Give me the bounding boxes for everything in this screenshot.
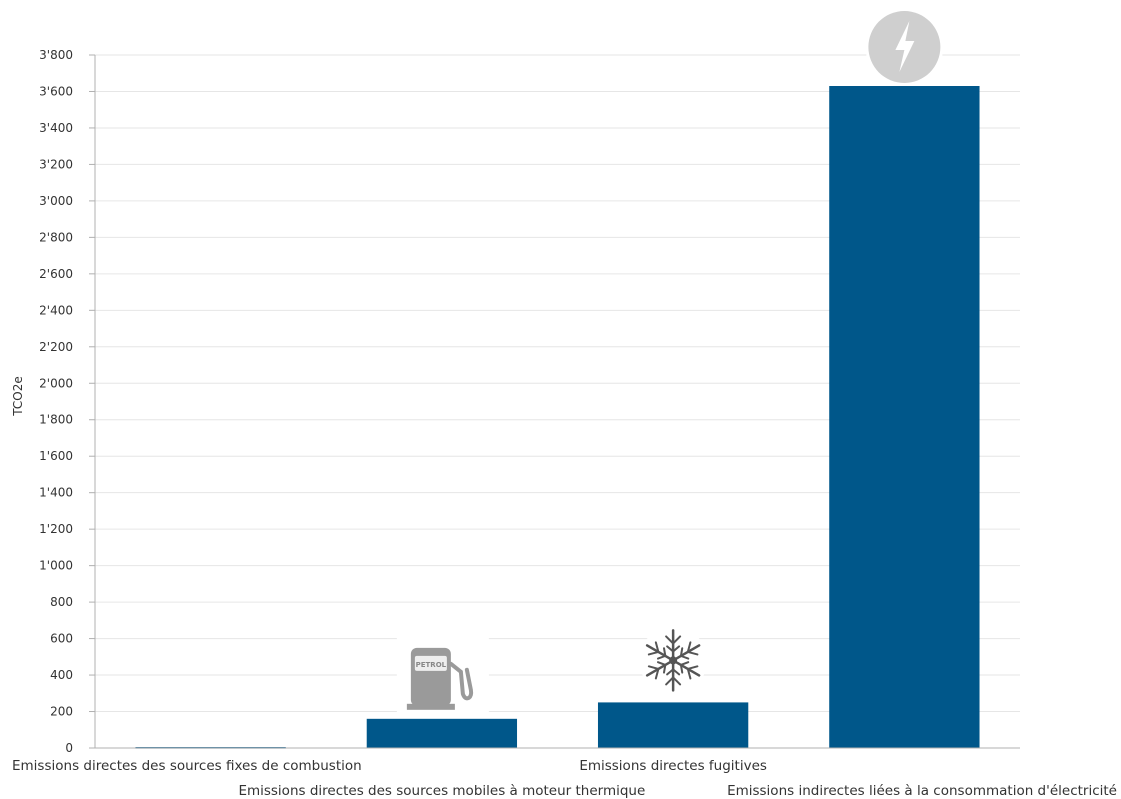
y-axis-ticks: 0 200 400 600 800 1'000 1'200 1'400 1'600 1'800 2'…	[39, 48, 95, 755]
x-category-label: Emissions directes des sources fixes de …	[12, 758, 362, 774]
fuel-pump-icon: PETROL	[396, 625, 489, 717]
bar	[829, 86, 980, 749]
y-tick-label: 1'400	[39, 486, 73, 500]
bars	[135, 86, 980, 749]
y-tick-label: 1'200	[39, 522, 73, 536]
y-tick-label: 2'200	[39, 340, 73, 354]
snowflake-icon	[639, 626, 708, 695]
y-tick-label: 3'000	[39, 194, 73, 208]
y-tick-label: 2'400	[39, 303, 73, 317]
y-tick-label: 1'600	[39, 449, 73, 463]
bar	[597, 702, 749, 748]
lightning-icon	[866, 9, 943, 86]
x-axis-labels: Emissions directes des sources fixes de …	[12, 758, 1117, 799]
y-tick-label: 1'800	[39, 413, 73, 427]
fuel-pump-label: PETROL	[416, 661, 447, 669]
y-tick-label: 3'400	[39, 121, 73, 135]
x-category-label: Emissions indirectes liées à la consomma…	[727, 783, 1117, 799]
y-tick-label: 3'600	[39, 84, 73, 98]
bar	[366, 718, 518, 748]
x-category-label: Emissions directes des sources mobiles à…	[238, 783, 645, 799]
y-axis-title: TCO2e	[11, 376, 25, 416]
y-tick-label: 0	[65, 741, 73, 755]
x-category-label: Emissions directes fugitives	[579, 758, 767, 774]
y-tick-label: 200	[50, 705, 73, 719]
y-tick-label: 1'000	[39, 559, 73, 573]
y-tick-label: 600	[50, 632, 73, 646]
y-tick-label: 400	[50, 668, 73, 682]
y-tick-label: 3'200	[39, 157, 73, 171]
y-tick-label: 2'000	[39, 376, 73, 390]
y-tick-label: 2'600	[39, 267, 73, 281]
y-tick-label: 3'800	[39, 48, 73, 62]
bar-icons: PETROL	[396, 9, 943, 717]
y-tick-label: 2'800	[39, 230, 73, 244]
y-tick-label: 800	[50, 595, 73, 609]
